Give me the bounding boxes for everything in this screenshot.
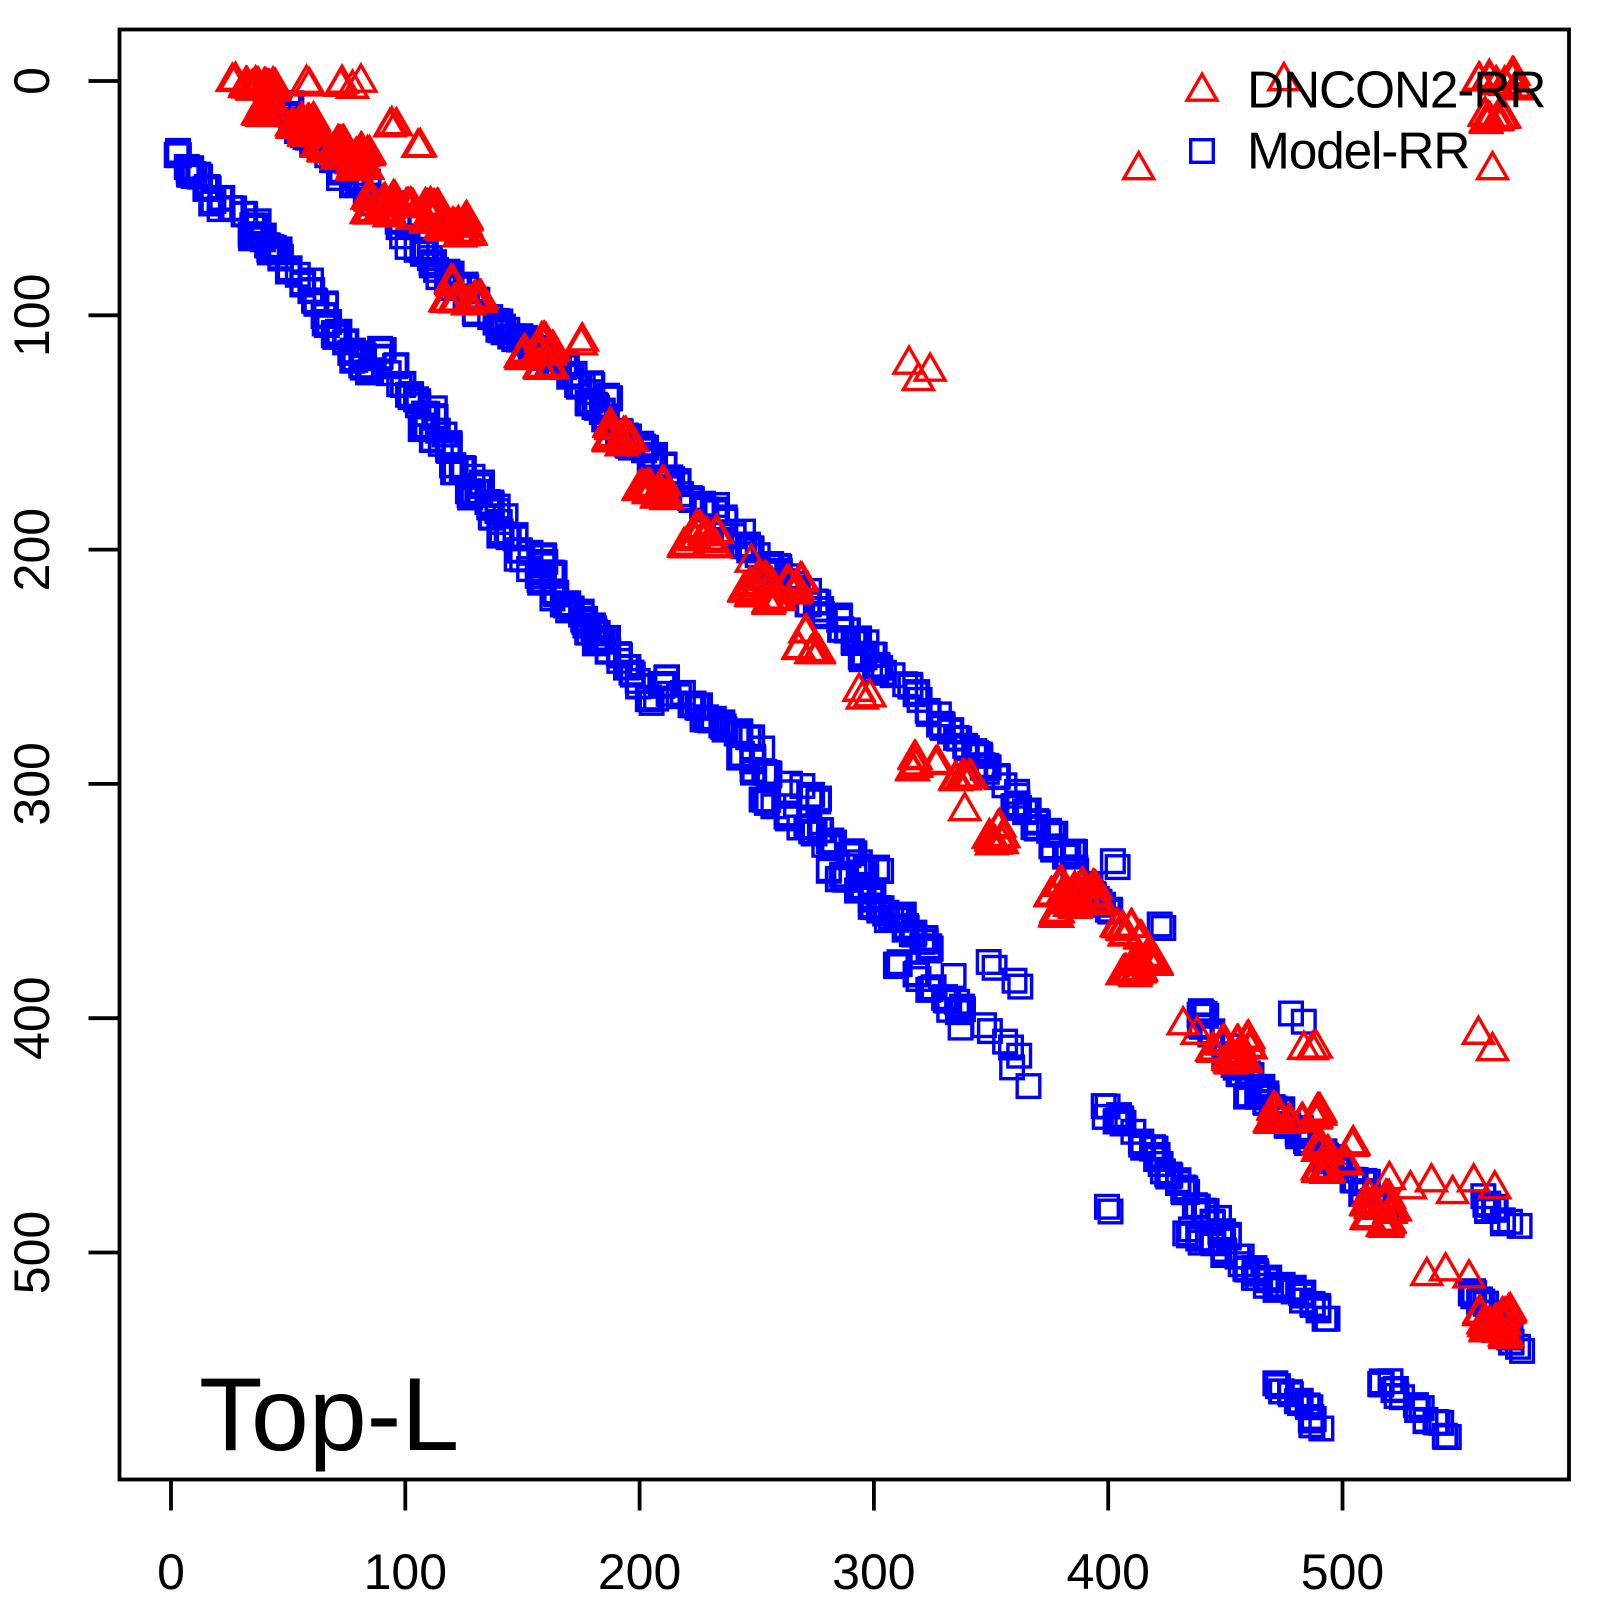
svg-text:DNCON2-RR: DNCON2-RR	[1247, 61, 1545, 119]
svg-text:Model-RR: Model-RR	[1247, 122, 1469, 180]
svg-text:400: 400	[4, 976, 60, 1059]
svg-text:0: 0	[4, 67, 60, 95]
svg-text:400: 400	[1066, 1544, 1149, 1600]
svg-text:500: 500	[4, 1211, 60, 1294]
svg-text:100: 100	[4, 274, 60, 357]
svg-text:200: 200	[4, 508, 60, 591]
svg-text:Top-L: Top-L	[199, 1357, 459, 1473]
svg-text:300: 300	[832, 1544, 915, 1600]
svg-text:300: 300	[4, 742, 60, 825]
svg-text:200: 200	[598, 1544, 681, 1600]
svg-text:0: 0	[157, 1544, 185, 1600]
svg-text:500: 500	[1301, 1544, 1384, 1600]
svg-text:100: 100	[364, 1544, 447, 1600]
